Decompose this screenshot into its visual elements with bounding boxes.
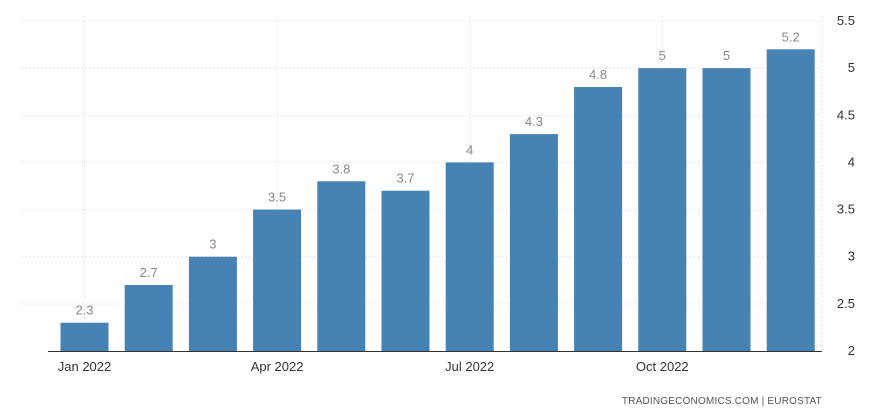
data-label: 3.5 xyxy=(268,190,286,205)
source-credit: TRADINGECONOMICS.COM | EUROSTAT xyxy=(622,396,822,407)
data-label: 4.8 xyxy=(589,67,607,82)
bar xyxy=(253,209,302,351)
data-label: 2.7 xyxy=(140,265,158,280)
y-tick-label: 3 xyxy=(848,249,855,264)
y-tick-label: 5.5 xyxy=(837,13,855,28)
data-label: 3.7 xyxy=(396,171,414,186)
y-tick-label: 4 xyxy=(848,154,855,169)
bar xyxy=(188,256,237,351)
bar xyxy=(574,87,623,351)
x-tick-label: Jul 2022 xyxy=(445,359,494,374)
data-label: 3.8 xyxy=(332,161,350,176)
bar xyxy=(638,68,687,352)
bar xyxy=(445,162,494,351)
bar xyxy=(60,322,109,351)
data-label: 5.2 xyxy=(782,29,800,44)
bar xyxy=(381,190,430,351)
data-labels: 2.3 2.7 3 3.5 3.8 3.7 4 4.3 4.8 5 5 5.2 xyxy=(75,29,799,317)
bar xyxy=(766,49,815,352)
data-label: 4.3 xyxy=(525,114,543,129)
data-label: 3 xyxy=(209,237,216,252)
x-tick-label: Apr 2022 xyxy=(251,359,304,374)
bars xyxy=(60,49,815,352)
data-label: 5 xyxy=(659,48,666,63)
y-tick-label: 3.5 xyxy=(837,202,855,217)
data-label: 5 xyxy=(723,48,730,63)
y-tick-label: 5 xyxy=(848,60,855,75)
bar xyxy=(124,285,173,351)
x-tick-label: Oct 2022 xyxy=(636,359,689,374)
x-tick-label: Jan 2022 xyxy=(58,359,112,374)
y-tick-label: 4.5 xyxy=(837,107,855,122)
bar xyxy=(702,68,751,352)
y-tick-label: 2.5 xyxy=(837,296,855,311)
data-label: 2.3 xyxy=(75,303,93,318)
bar xyxy=(509,134,558,351)
x-axis-ticks: Jan 2022 Apr 2022 Jul 2022 Oct 2022 xyxy=(58,359,689,374)
data-label: 4 xyxy=(466,142,473,157)
y-tick-label: 2 xyxy=(848,343,855,358)
bar xyxy=(317,181,366,351)
y-axis-ticks: 2 2.5 3 3.5 4 4.5 5 5.5 xyxy=(837,13,855,358)
